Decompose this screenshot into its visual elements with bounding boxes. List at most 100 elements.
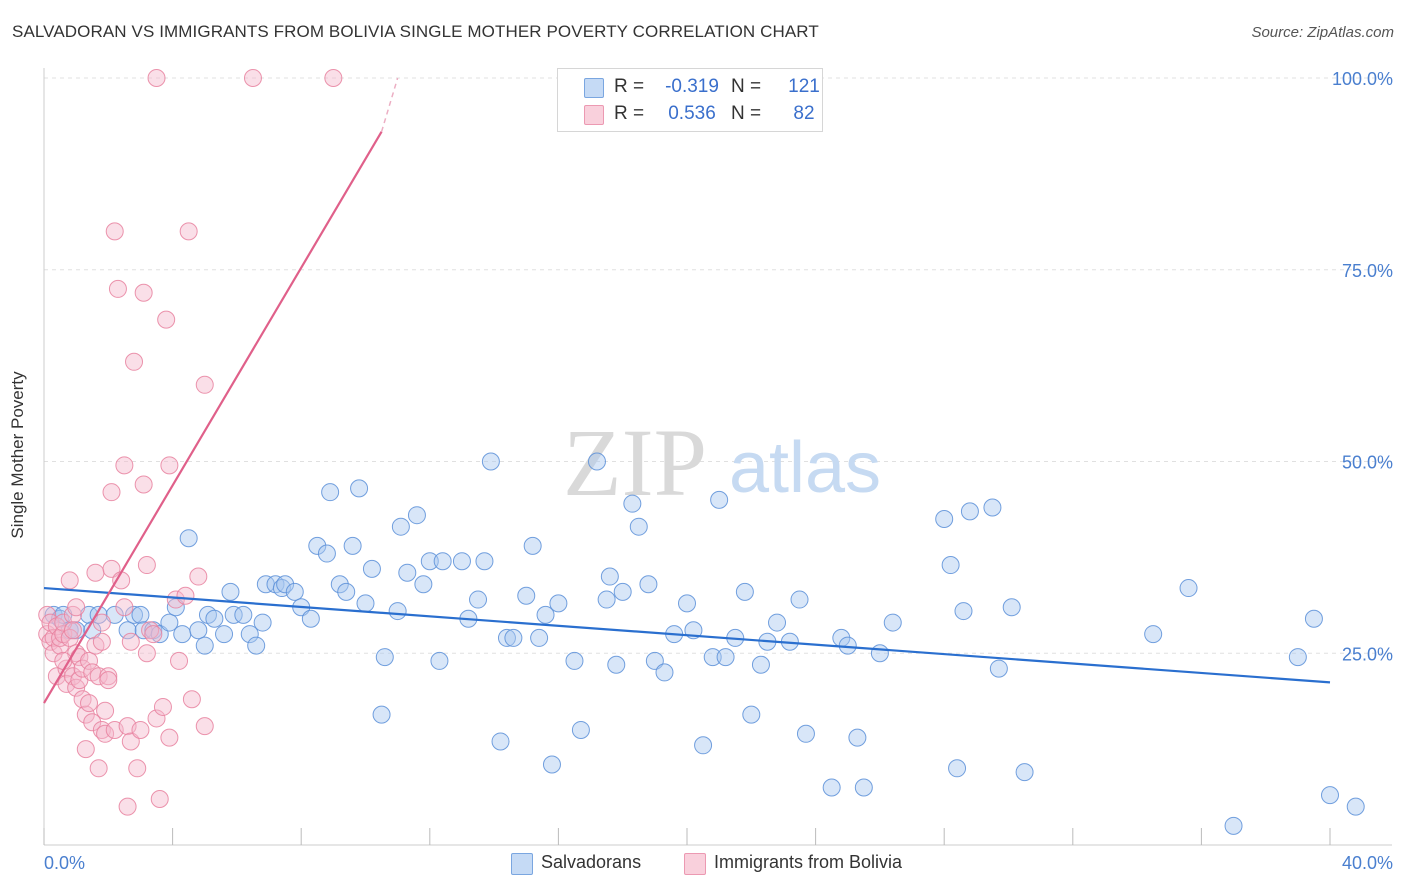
salvadoran-point — [1321, 786, 1339, 805]
bolivia-point — [128, 759, 147, 778]
bolivia-point — [115, 456, 134, 475]
salvadoran-point — [195, 636, 214, 655]
trend-lines — [43, 77, 1331, 704]
salvadoran-point — [542, 755, 561, 774]
salvadoran-point — [469, 590, 488, 609]
bolivia-point — [324, 69, 343, 87]
bolivia-point — [92, 613, 111, 632]
salvadoran-point — [565, 651, 584, 670]
bolivia-point — [60, 571, 79, 590]
salvadoran-point — [645, 651, 664, 670]
salvadoran-point — [790, 590, 809, 609]
bolivia-point — [166, 590, 185, 609]
salvadoran-point — [131, 605, 150, 624]
bolivia-point — [96, 724, 115, 743]
bolivia-point — [92, 632, 111, 651]
salvadoran-point — [822, 778, 841, 797]
salvadoran-point — [989, 659, 1008, 678]
legend-r-label: R = — [614, 76, 645, 97]
salvadoran-point — [317, 544, 336, 563]
bolivia-point — [83, 713, 102, 732]
salvadoran-point — [848, 728, 867, 747]
salvadoran-point — [301, 609, 320, 628]
legend-label-bolivia: Immigrants from Bolivia — [714, 852, 903, 872]
salvadoran-point — [703, 648, 722, 667]
x-tick-label: 40.0% — [1342, 853, 1393, 873]
salvadoran-point — [549, 594, 568, 613]
bolivia-point — [44, 644, 63, 663]
bolivia-point — [105, 222, 124, 241]
salvadoran-point — [796, 724, 815, 743]
salvadoran-point — [1179, 579, 1198, 598]
salvadoran-point — [475, 552, 494, 571]
grid-lines — [44, 77, 1392, 654]
salvadoran-point — [678, 594, 696, 613]
legend-n-label: N = — [731, 76, 762, 97]
x-tick-label: 0.0% — [44, 853, 85, 873]
salvadoran-point — [1288, 648, 1307, 667]
salvadoran-point — [350, 479, 369, 498]
salvadoran-point — [530, 628, 549, 647]
salvadoran-point — [215, 625, 234, 644]
salvadoran-point — [1304, 609, 1323, 628]
salvadoran-point — [571, 720, 590, 739]
salvadoran-point — [639, 575, 658, 594]
salvadoran-point — [1346, 797, 1365, 816]
salvadoran-point — [391, 517, 410, 536]
salvadoran-point — [954, 602, 973, 621]
bolivia-point — [121, 732, 140, 751]
bolivia-point — [73, 659, 92, 678]
salvadoran-point — [870, 644, 889, 663]
watermark-zip: ZIP — [563, 409, 707, 516]
data-points — [38, 69, 1365, 835]
legend-r-value: 0.536 — [668, 103, 716, 124]
salvadoran-point — [1224, 816, 1243, 835]
bolivia-point — [99, 667, 118, 686]
axes — [43, 68, 1392, 846]
bolivia-point — [195, 717, 214, 736]
legend-label-salvadorans: Salvadorans — [541, 852, 642, 872]
bolivia-point — [99, 671, 118, 690]
chart-title: SALVADORAN VS IMMIGRANTS FROM BOLIVIA SI… — [12, 22, 819, 41]
legend-swatch-pink — [584, 105, 604, 125]
salvadoran-point — [240, 625, 259, 644]
bolivia-point — [67, 598, 86, 617]
salvadoran-point — [356, 594, 375, 613]
salvadoran-point — [481, 452, 500, 471]
salvadoran-point — [433, 552, 452, 571]
y-tick-label: 25.0% — [1342, 644, 1393, 664]
bolivia-point — [102, 483, 121, 502]
salvadoran-point — [337, 582, 356, 601]
bolivia-point — [243, 69, 262, 87]
salvadoran-point — [205, 609, 224, 628]
legend-n-value: 82 — [793, 103, 815, 124]
salvadoran-point — [883, 613, 902, 632]
bolivia-point — [108, 279, 127, 298]
legend-swatch-blue — [584, 78, 604, 98]
watermark: ZIP atlas — [563, 409, 881, 516]
bolivia-point — [63, 621, 82, 640]
salvadoran-point — [629, 517, 648, 536]
bolivia-point — [176, 586, 195, 605]
salvadoran-point — [504, 628, 523, 647]
bolivia-point — [131, 720, 150, 739]
salvadoran-point — [179, 529, 198, 548]
watermark-atlas: atlas — [729, 428, 881, 508]
legend-n-value: 121 — [788, 76, 820, 97]
salvadoran-point — [343, 536, 362, 555]
salvadoran-point — [160, 613, 179, 632]
salvadoran-point — [983, 498, 1002, 517]
bolivia-point — [51, 636, 70, 655]
bolivia-point — [160, 456, 179, 475]
bolivia-point — [89, 759, 108, 778]
salvadoran-point — [600, 567, 619, 586]
salvadoran-point — [655, 663, 674, 682]
salvadoran-point — [321, 483, 340, 502]
legend-n-label: N = — [731, 103, 762, 124]
salvadoran-point — [694, 736, 713, 755]
salvadoran-point — [935, 510, 954, 529]
salvadoran-point — [430, 651, 449, 670]
salvadoran-point — [948, 759, 967, 778]
salvadoran-point — [372, 705, 391, 724]
